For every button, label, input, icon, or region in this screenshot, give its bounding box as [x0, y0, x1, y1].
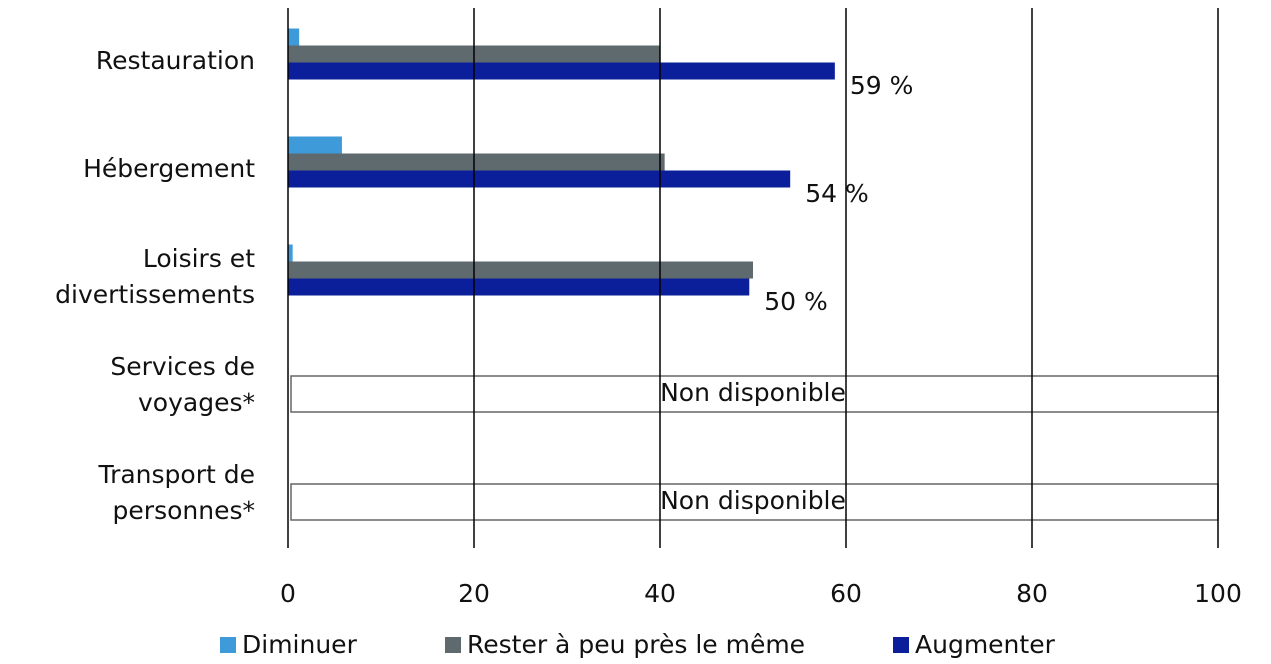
bar	[288, 261, 753, 279]
y-tick-label: Restauration	[96, 46, 255, 75]
legend-label: Diminuer	[242, 630, 358, 659]
value-label: 59 %	[850, 71, 914, 100]
x-tick-label: 0	[280, 579, 296, 608]
x-tick-label: 40	[644, 579, 676, 608]
annotation-box	[290, 483, 1219, 521]
y-tick-label: Loisirs et	[143, 244, 255, 273]
y-tick-label: personnes*	[113, 496, 255, 525]
legend-item: Diminuer	[220, 630, 358, 659]
bar	[288, 136, 342, 154]
legend-item: Rester à peu près le même	[445, 630, 805, 659]
y-tick-label: Services de	[110, 352, 255, 381]
bar	[288, 278, 750, 296]
annotation: Non disponible	[660, 378, 846, 407]
value-label: 50 %	[764, 287, 828, 316]
value-label: 54 %	[805, 179, 869, 208]
y-tick-label: Transport de	[97, 460, 255, 489]
x-tick-label: 100	[1194, 579, 1242, 608]
bar	[288, 28, 300, 46]
y-tick-label: voyages*	[138, 388, 255, 417]
x-tick-label: 80	[1016, 579, 1048, 608]
legend-label: Augmenter	[915, 630, 1056, 659]
annotation-box	[290, 375, 1219, 413]
legend-item: Augmenter	[893, 630, 1056, 659]
annotation: Non disponible	[660, 486, 846, 515]
bar	[288, 62, 835, 80]
legend-swatch	[220, 637, 236, 653]
legend-swatch	[445, 637, 461, 653]
legend-swatch	[893, 637, 909, 653]
bar	[288, 153, 665, 171]
y-tick-label: divertissements	[55, 280, 255, 309]
x-tick-label: 60	[830, 579, 862, 608]
bar	[288, 170, 791, 188]
legend-label: Rester à peu près le même	[467, 630, 805, 659]
bar	[288, 244, 293, 262]
x-tick-label: 20	[458, 579, 490, 608]
y-tick-label: Hébergement	[83, 154, 255, 183]
